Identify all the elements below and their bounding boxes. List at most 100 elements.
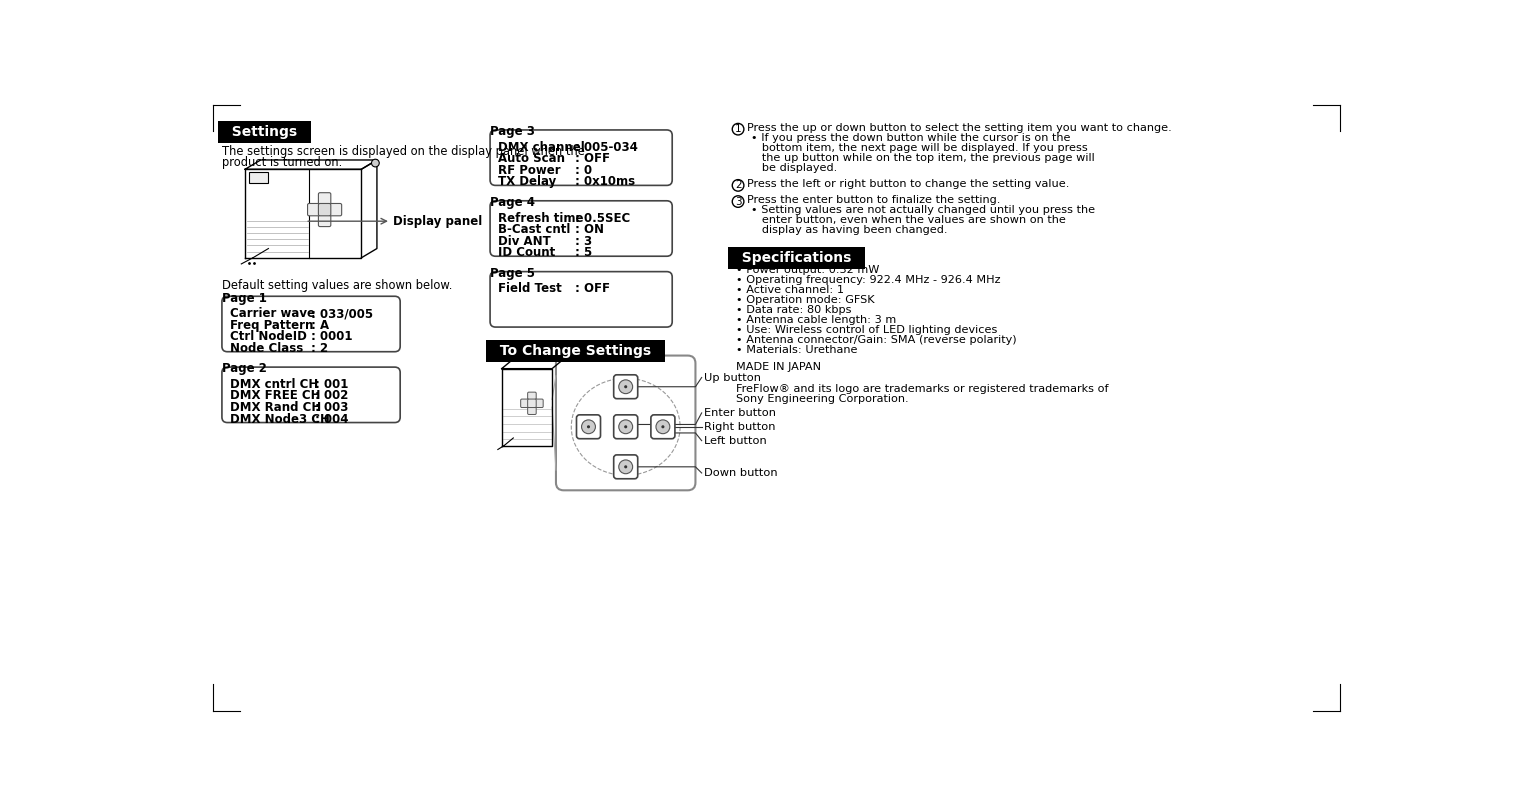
Text: Carrier wave: Carrier wave [230, 307, 315, 320]
FancyBboxPatch shape [577, 415, 600, 439]
Text: Page 4: Page 4 [489, 196, 535, 209]
FancyBboxPatch shape [489, 201, 673, 257]
Text: • Operation mode: GFSK: • Operation mode: GFSK [736, 295, 874, 305]
Text: Press the left or right button to change the setting value.: Press the left or right button to change… [747, 179, 1070, 189]
Text: : 0x10ms: : 0x10ms [576, 175, 635, 188]
Text: enter button, even when the values are shown on the: enter button, even when the values are s… [751, 215, 1067, 225]
Circle shape [582, 420, 595, 433]
Circle shape [618, 420, 633, 433]
Text: Up button: Up button [704, 373, 761, 383]
Text: : 0: : 0 [576, 164, 592, 177]
FancyBboxPatch shape [651, 415, 674, 439]
Text: be displayed.: be displayed. [751, 163, 838, 173]
Text: • Use: Wireless control of LED lighting devices: • Use: Wireless control of LED lighting … [736, 324, 997, 335]
Text: : ON: : ON [576, 223, 604, 236]
Text: ID Count: ID Count [498, 246, 554, 259]
FancyBboxPatch shape [329, 203, 342, 215]
Text: : 033/005: : 033/005 [311, 307, 373, 320]
FancyBboxPatch shape [248, 173, 268, 183]
Text: : 2: : 2 [311, 341, 329, 355]
FancyBboxPatch shape [489, 130, 673, 186]
Circle shape [656, 420, 670, 433]
Text: DMX Rand CH: DMX Rand CH [230, 401, 321, 414]
Text: Refresh time: Refresh time [498, 211, 583, 224]
Text: • Antenna cable length: 3 m: • Antenna cable length: 3 m [736, 315, 895, 324]
Text: • Power output: 0.32 mW: • Power output: 0.32 mW [736, 265, 879, 274]
Text: product is turned on.: product is turned on. [221, 156, 342, 169]
Text: • Antenna connector/Gain: SMA (reverse polarity): • Antenna connector/Gain: SMA (reverse p… [736, 335, 1017, 345]
Text: Field Test: Field Test [498, 282, 562, 295]
FancyBboxPatch shape [221, 296, 400, 352]
Text: : 003: : 003 [315, 401, 348, 414]
FancyBboxPatch shape [556, 356, 695, 491]
Text: : 3: : 3 [576, 235, 592, 248]
Circle shape [662, 425, 665, 429]
Text: 1: 1 [735, 124, 741, 134]
Text: Page 5: Page 5 [489, 267, 535, 280]
Text: 2: 2 [735, 181, 741, 190]
Text: Freq Pattern: Freq Pattern [230, 319, 314, 332]
Text: To Change Settings: To Change Settings [489, 344, 661, 358]
Text: Enter button: Enter button [704, 408, 776, 418]
FancyBboxPatch shape [527, 392, 536, 400]
FancyBboxPatch shape [318, 203, 330, 215]
Text: • Active channel: 1: • Active channel: 1 [736, 285, 844, 295]
Text: : 0001: : 0001 [311, 330, 353, 343]
Text: • Setting values are not actually changed until you press the: • Setting values are not actually change… [751, 206, 1095, 215]
Circle shape [371, 159, 379, 167]
Text: Page 3: Page 3 [489, 125, 535, 138]
Text: The settings screen is displayed on the display panel when the: The settings screen is displayed on the … [221, 145, 585, 158]
Text: Div ANT: Div ANT [498, 235, 550, 248]
Text: display as having been changed.: display as having been changed. [751, 225, 948, 236]
Text: : A: : A [311, 319, 329, 332]
Text: : 005-034: : 005-034 [576, 140, 638, 153]
Text: • Operating frequency: 922.4 MHz - 926.4 MHz: • Operating frequency: 922.4 MHz - 926.4… [736, 274, 1000, 285]
Text: Sony Engineering Corporation.: Sony Engineering Corporation. [736, 394, 909, 404]
Circle shape [624, 466, 627, 468]
Text: B-Cast cntl: B-Cast cntl [498, 223, 570, 236]
Circle shape [624, 385, 627, 388]
Text: the up button while on the top item, the previous page will: the up button while on the top item, the… [751, 153, 1095, 163]
Circle shape [586, 425, 589, 429]
FancyBboxPatch shape [489, 272, 673, 327]
Text: FreFlow® and its logo are trademarks or registered trademarks of: FreFlow® and its logo are trademarks or … [736, 384, 1109, 394]
Text: Page 2: Page 2 [221, 362, 267, 375]
Text: DMX Node3 CH: DMX Node3 CH [230, 412, 330, 425]
Text: : OFF: : OFF [576, 282, 611, 295]
FancyBboxPatch shape [614, 455, 638, 479]
Circle shape [732, 196, 744, 207]
FancyBboxPatch shape [614, 374, 638, 399]
Text: Specifications: Specifications [732, 251, 861, 265]
FancyBboxPatch shape [527, 399, 536, 408]
Text: Default setting values are shown below.: Default setting values are shown below. [221, 279, 453, 292]
Text: : 004: : 004 [315, 412, 348, 425]
Text: 3: 3 [735, 197, 741, 207]
Text: DMX cntrl CH: DMX cntrl CH [230, 378, 318, 391]
Circle shape [732, 180, 744, 191]
Text: Down button: Down button [704, 468, 777, 478]
Text: Node Class: Node Class [230, 341, 303, 355]
Text: : 5: : 5 [576, 246, 592, 259]
FancyBboxPatch shape [527, 406, 536, 415]
Text: : OFF: : OFF [576, 153, 611, 165]
Text: Auto Scan: Auto Scan [498, 153, 565, 165]
Text: DMX FREE CH: DMX FREE CH [230, 390, 320, 403]
Text: bottom item, the next page will be displayed. If you press: bottom item, the next page will be displ… [751, 143, 1088, 153]
Text: Display panel: Display panel [394, 215, 482, 228]
Text: • If you press the down button while the cursor is on the: • If you press the down button while the… [751, 133, 1071, 143]
FancyBboxPatch shape [535, 399, 544, 408]
Text: RF Power: RF Power [498, 164, 561, 177]
FancyBboxPatch shape [318, 215, 330, 227]
Text: : 001: : 001 [315, 378, 348, 391]
Text: MADE IN JAPAN: MADE IN JAPAN [736, 362, 821, 373]
Text: Settings: Settings [221, 125, 308, 140]
FancyBboxPatch shape [614, 415, 638, 439]
Text: : 002: : 002 [315, 390, 348, 403]
Text: Page 1: Page 1 [221, 291, 267, 305]
FancyBboxPatch shape [318, 193, 330, 205]
Circle shape [732, 123, 744, 135]
FancyBboxPatch shape [308, 203, 320, 215]
Text: TX Delay: TX Delay [498, 175, 556, 188]
Circle shape [624, 425, 627, 429]
FancyBboxPatch shape [221, 367, 400, 423]
